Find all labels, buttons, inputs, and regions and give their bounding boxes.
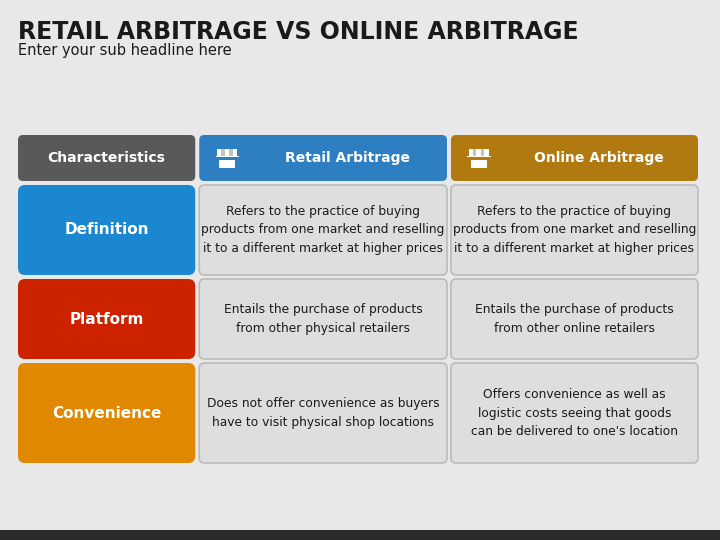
Text: Enter your sub headline here: Enter your sub headline here (18, 43, 232, 58)
Text: Online Arbitrage: Online Arbitrage (534, 151, 663, 165)
Text: Entails the purchase of products
from other online retailers: Entails the purchase of products from ot… (475, 303, 674, 335)
Text: RETAIL ARBITRAGE VS ONLINE ARBITRAGE: RETAIL ARBITRAGE VS ONLINE ARBITRAGE (18, 20, 579, 44)
Text: Refers to the practice of buying
products from one market and reselling
it to a : Refers to the practice of buying product… (202, 205, 445, 255)
FancyBboxPatch shape (199, 185, 447, 275)
Bar (471, 160, 487, 168)
Bar (0, 530, 720, 540)
FancyBboxPatch shape (199, 279, 447, 359)
Bar (217, 150, 238, 157)
Bar (469, 150, 489, 157)
FancyBboxPatch shape (18, 279, 195, 359)
FancyBboxPatch shape (451, 135, 698, 181)
FancyBboxPatch shape (18, 185, 195, 275)
Bar (216, 156, 239, 157)
Bar (229, 150, 233, 157)
Text: Entails the purchase of products
from other physical retailers: Entails the purchase of products from ot… (224, 303, 423, 335)
Bar (219, 160, 235, 168)
Text: Does not offer convenience as buyers
have to visit physical shop locations: Does not offer convenience as buyers hav… (207, 397, 439, 429)
Text: Offers convenience as well as
logistic costs seeing that goods
can be delivered : Offers convenience as well as logistic c… (471, 388, 678, 438)
FancyBboxPatch shape (451, 363, 698, 463)
Text: Retail Arbitrage: Retail Arbitrage (284, 151, 410, 165)
FancyBboxPatch shape (451, 279, 698, 359)
Text: Platform: Platform (69, 312, 144, 327)
Bar (473, 150, 477, 157)
FancyBboxPatch shape (451, 185, 698, 275)
FancyBboxPatch shape (18, 363, 195, 463)
Text: Refers to the practice of buying
products from one market and reselling
it to a : Refers to the practice of buying product… (453, 205, 696, 255)
FancyBboxPatch shape (18, 135, 195, 181)
Text: Characteristics: Characteristics (48, 151, 166, 165)
FancyBboxPatch shape (199, 135, 447, 181)
Text: Definition: Definition (64, 222, 149, 238)
Bar (467, 156, 490, 157)
Text: Convenience: Convenience (52, 406, 161, 421)
Bar (481, 150, 485, 157)
FancyBboxPatch shape (199, 363, 447, 463)
Bar (221, 150, 225, 157)
